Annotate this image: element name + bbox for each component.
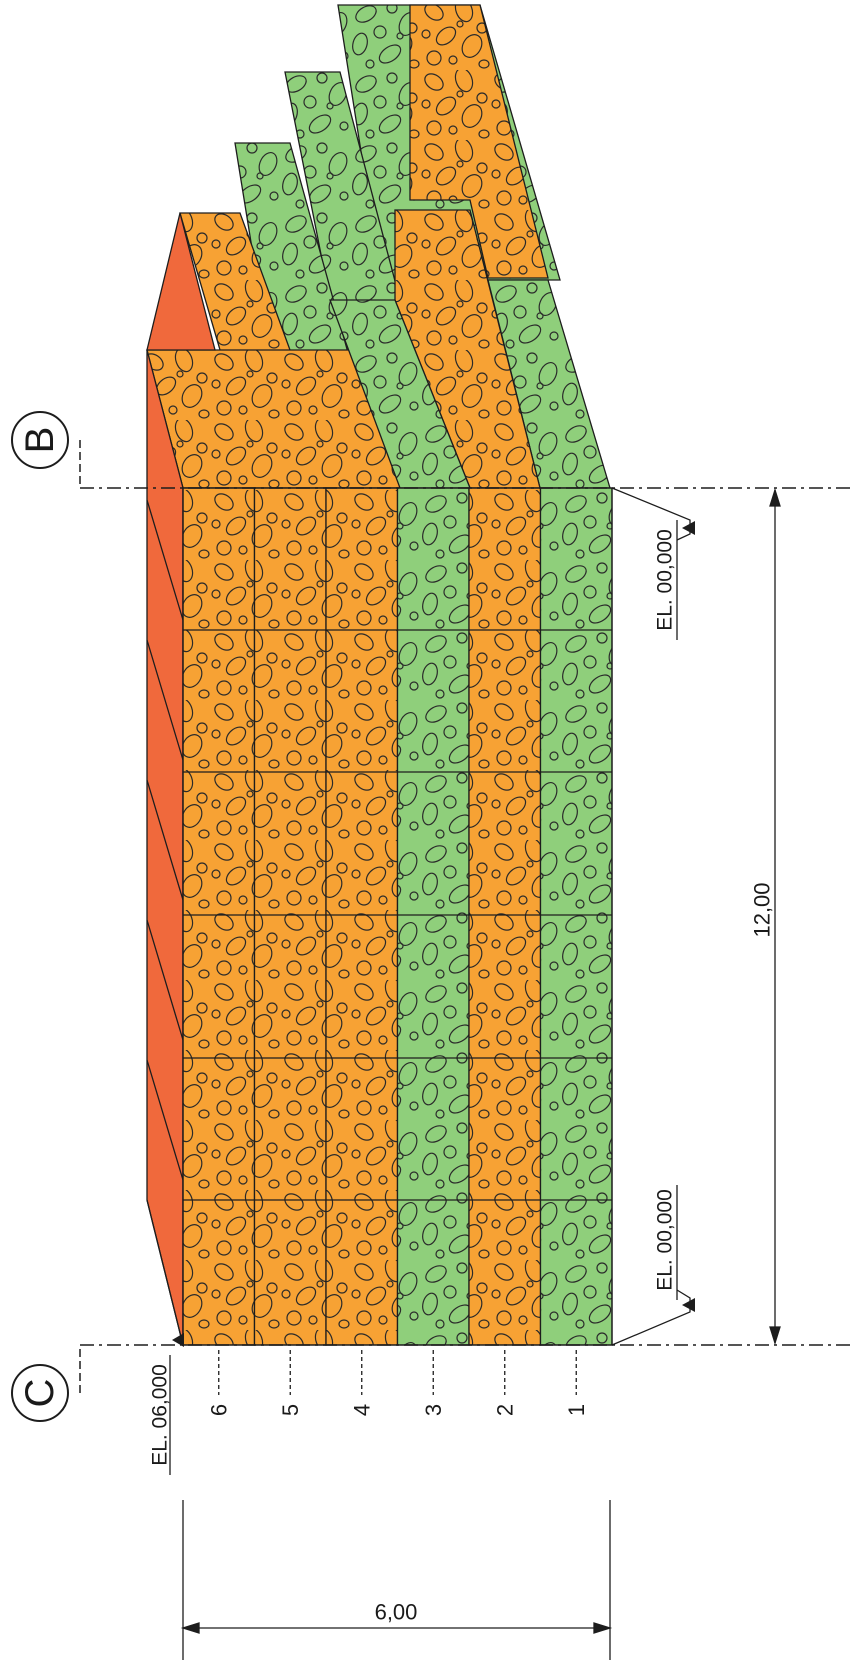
dimension-height: 6,00	[180, 1500, 613, 1660]
stepped-back-section	[146, 4, 611, 489]
elevation-top-label: EL. 06,000	[149, 1364, 172, 1466]
layer-6-column	[182, 487, 256, 1346]
layer-1-column	[539, 487, 613, 1346]
section-b-label: B	[18, 427, 62, 454]
elevation-marker-top: EL. 06,000	[149, 1333, 184, 1475]
layer-5-column	[253, 487, 327, 1346]
elevation-mid-triangle	[682, 1298, 695, 1312]
elevation-right-triangle	[682, 521, 695, 535]
layer-5-number: 5	[278, 1404, 303, 1416]
layer-1-number: 1	[564, 1404, 589, 1416]
elevation-mid-label: EL. 00,000	[654, 1189, 677, 1291]
front-facade	[182, 487, 613, 1346]
elevation-right-label: EL. 00,000	[654, 529, 677, 631]
elevation-marker-right: EL. 00,000	[611, 487, 695, 640]
section-c-label: C	[18, 1379, 62, 1408]
layer-4-number: 4	[349, 1404, 374, 1416]
layer-6-number: 6	[206, 1404, 231, 1416]
top-slab-upper	[146, 212, 216, 351]
elevation-top-triangle	[172, 1333, 184, 1347]
dimension-length: 12,00	[750, 487, 781, 1346]
layer-numbers: 6 5 4 3 2 1	[206, 1350, 589, 1416]
section-marker-c: C	[11, 1344, 853, 1422]
dimension-length-label: 12,00	[750, 882, 775, 937]
dimension-height-label: 6,00	[375, 1600, 418, 1625]
top-slab-face	[146, 349, 184, 1346]
layer-2-column	[468, 487, 542, 1346]
section-b-circle	[11, 411, 69, 469]
section-marker-b: B	[11, 411, 853, 489]
layer-3-column	[396, 487, 470, 1346]
elevation-marker-mid: EL. 00,000	[611, 1185, 695, 1346]
layer-4-column	[325, 487, 399, 1346]
top-slab	[146, 212, 216, 1346]
layer-3-number: 3	[421, 1404, 446, 1416]
back-tier-1-orange	[409, 4, 549, 279]
layer-2-number: 2	[492, 1404, 517, 1416]
section-c-circle	[11, 1364, 69, 1422]
